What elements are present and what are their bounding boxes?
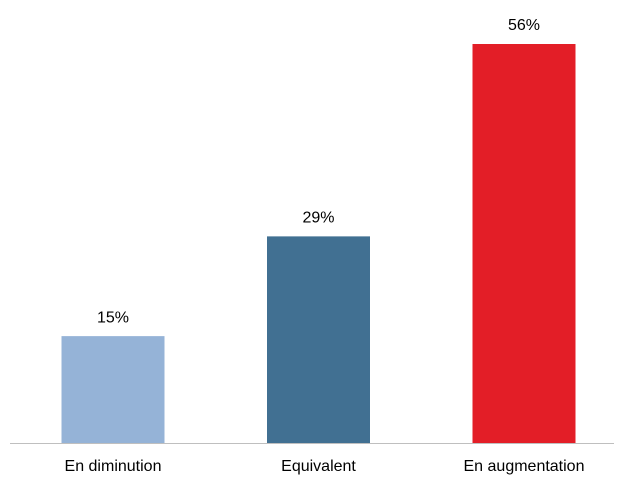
bar — [61, 336, 165, 443]
bar — [472, 44, 576, 443]
x-tick-label: En augmentation — [464, 458, 585, 475]
bar — [267, 236, 370, 443]
x-tick-label: Equivalent — [281, 458, 356, 475]
x-tick-label: En diminution — [65, 458, 162, 475]
value-label: 56% — [508, 17, 540, 34]
value-label: 29% — [302, 210, 334, 227]
value-label: 15% — [97, 309, 129, 326]
